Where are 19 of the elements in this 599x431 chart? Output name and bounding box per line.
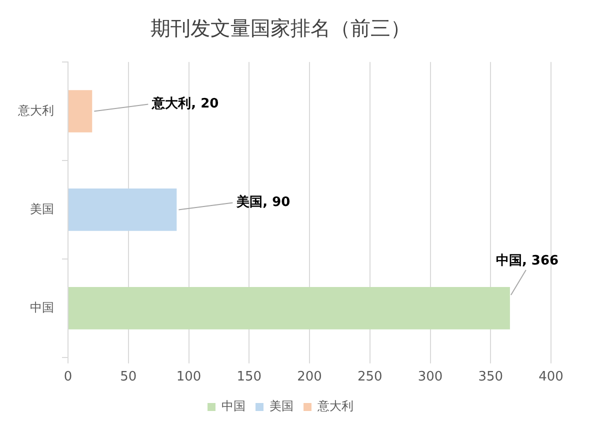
y-tick-label: 中国	[30, 300, 54, 314]
legend-label: 美国	[270, 399, 294, 414]
x-tick-label: 150	[236, 370, 262, 385]
y-tick-label: 意大利	[17, 103, 54, 118]
legend-label: 中国	[222, 399, 246, 414]
legend-label: 意大利	[316, 399, 354, 414]
data-label: 意大利, 20	[151, 96, 219, 112]
data-label: 美国, 90	[236, 194, 290, 210]
x-tick-label: 0	[64, 370, 72, 385]
x-tick-label: 50	[120, 370, 137, 385]
x-tick-label: 400	[538, 370, 564, 385]
x-tick-label: 200	[297, 370, 322, 385]
x-tick-label: 250	[357, 370, 382, 385]
chart-title: 期刊发文量国家排名（前三）	[150, 16, 410, 40]
y-tick-label: 美国	[30, 202, 54, 216]
x-tick-label: 300	[418, 370, 443, 385]
data-label: 中国, 366	[496, 253, 559, 268]
x-tick-label: 100	[176, 370, 202, 385]
x-tick-label: 350	[478, 370, 504, 385]
